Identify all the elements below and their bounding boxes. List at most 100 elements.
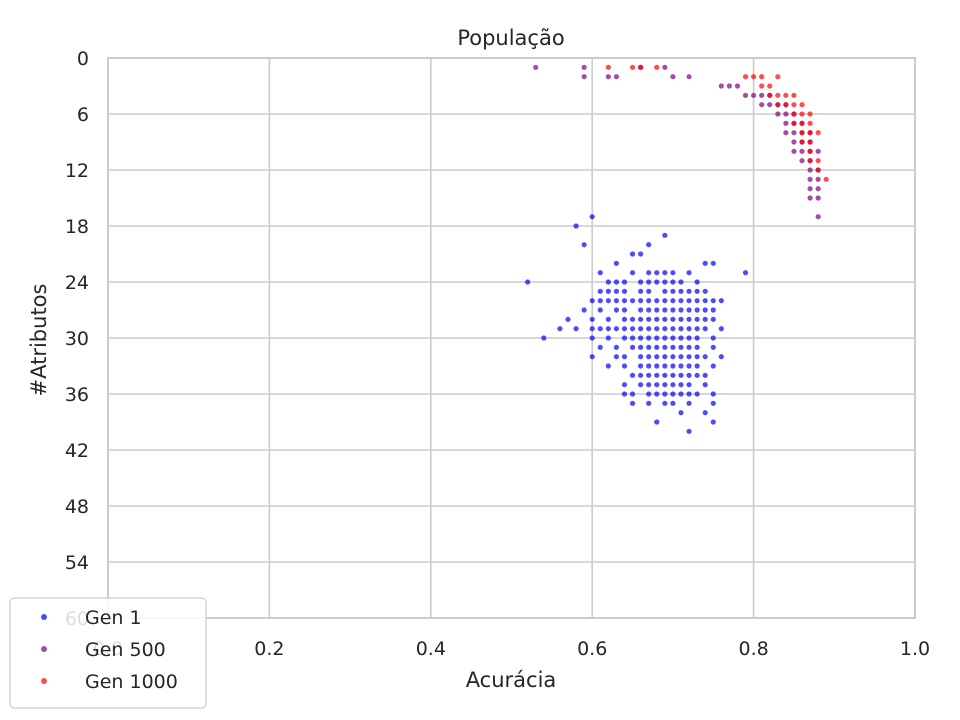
gen-1-point [646, 335, 652, 341]
gen-1-point [662, 326, 668, 332]
gen-1-point [694, 298, 700, 304]
gen-1-point [646, 326, 652, 332]
gen-1-point [710, 419, 716, 425]
y-tick-label: 18 [65, 216, 89, 238]
x-tick-label: 0.6 [577, 638, 607, 660]
gen-1-point [678, 307, 684, 313]
gen-1-point [670, 316, 676, 322]
gen-1-point [662, 372, 668, 378]
gen-1-point [613, 354, 620, 360]
gen-500-point [783, 130, 789, 136]
gen-1-point [742, 270, 749, 276]
x-tick-label: 1.0 [900, 638, 930, 660]
x-tick-label: 0.8 [738, 638, 768, 660]
gen-1-point [605, 335, 611, 341]
gen-1000-point [807, 158, 813, 164]
gen-1-point [654, 279, 660, 285]
gen-1-point [694, 326, 700, 332]
gen-1000-point [629, 64, 636, 70]
gen-1-point [686, 363, 692, 369]
gen-500-point [815, 214, 821, 220]
gen-500-point [783, 111, 789, 117]
gen-1000-point [783, 102, 789, 108]
gen-1000-point [807, 139, 813, 145]
gen-500-point [807, 176, 813, 182]
gen-500-point [815, 186, 821, 192]
gen-1-point [541, 335, 547, 341]
gen-1-point [589, 316, 595, 322]
y-tick-label: 6 [77, 104, 89, 126]
legend-marker-gen-1 [41, 614, 47, 620]
gen-1-point [597, 326, 603, 332]
gen-1-point [662, 354, 668, 360]
x-tick-label: 0.2 [254, 638, 284, 660]
gen-500-point [807, 167, 813, 173]
gen-1-point [597, 307, 603, 313]
gen-1-point [694, 279, 700, 285]
gen-1000-point [742, 74, 749, 80]
gen-1-point [638, 354, 644, 360]
gen-1-point [589, 298, 595, 304]
legend: Gen 1 Gen 500 Gen 1000 [9, 597, 207, 709]
gen-500-point [581, 64, 587, 70]
gen-1-point [638, 326, 644, 332]
gen-1-point [670, 326, 676, 332]
gen-1-point [557, 326, 563, 332]
gen-1-point [670, 382, 676, 388]
gen-1-point [638, 279, 644, 285]
gen-1-point [638, 363, 644, 369]
gen-1-point [646, 279, 652, 285]
gen-1-point [621, 335, 628, 341]
gen-1-point [678, 279, 684, 285]
gen-1-point [670, 279, 676, 285]
gen-1-point [629, 270, 636, 276]
gen-1000-point [759, 74, 765, 80]
gen-500-point [775, 111, 781, 117]
gen-1-point [629, 400, 636, 406]
gen-1000-point [751, 74, 757, 80]
gen-1-point [654, 391, 660, 397]
gen-1-point [662, 307, 668, 313]
gen-1-point [638, 344, 644, 350]
plot-frame [107, 57, 916, 619]
gen-1-point [686, 326, 692, 332]
gen-1-point [654, 316, 660, 322]
gen-1-point [694, 354, 700, 360]
gen-1-point [646, 242, 652, 248]
gen-1-point [621, 298, 628, 304]
gen-500-point [751, 92, 757, 98]
gen-1-point [686, 298, 692, 304]
gen-1-point [638, 316, 644, 322]
gen-1-point [638, 298, 644, 304]
gen-1-point [702, 316, 708, 322]
gen-1000-point [654, 64, 660, 70]
gen-500-point [767, 102, 773, 108]
gen-1000-point [807, 130, 813, 136]
gen-1-point [718, 326, 724, 332]
y-tick-label: 24 [65, 272, 89, 294]
gen-1-point [702, 307, 708, 313]
gen-1-point [678, 288, 684, 294]
gen-1-point [589, 354, 595, 360]
gen-500-point [799, 148, 805, 154]
gen-1-point [686, 335, 692, 341]
gen-1-point [702, 260, 708, 266]
gen-1-point [638, 382, 644, 388]
gen-1-point [638, 307, 644, 313]
gen-1-point [678, 298, 684, 304]
gen-1000-point [791, 92, 797, 98]
gen-1-point [694, 391, 700, 397]
gen-1-point [565, 316, 571, 322]
gen-1-point [629, 298, 636, 304]
gen-500-point [783, 120, 789, 126]
gen-1-point [710, 307, 716, 313]
gen-1-point [646, 372, 652, 378]
gen-1000-point [791, 120, 797, 126]
gen-1-point [597, 298, 603, 304]
x-tick-label: 0.4 [416, 638, 446, 660]
grid-lines [107, 57, 916, 619]
gen-1-point [662, 232, 668, 238]
gen-1-point [670, 298, 676, 304]
y-tick-label: 48 [65, 496, 89, 518]
gen-1-point [670, 400, 676, 406]
